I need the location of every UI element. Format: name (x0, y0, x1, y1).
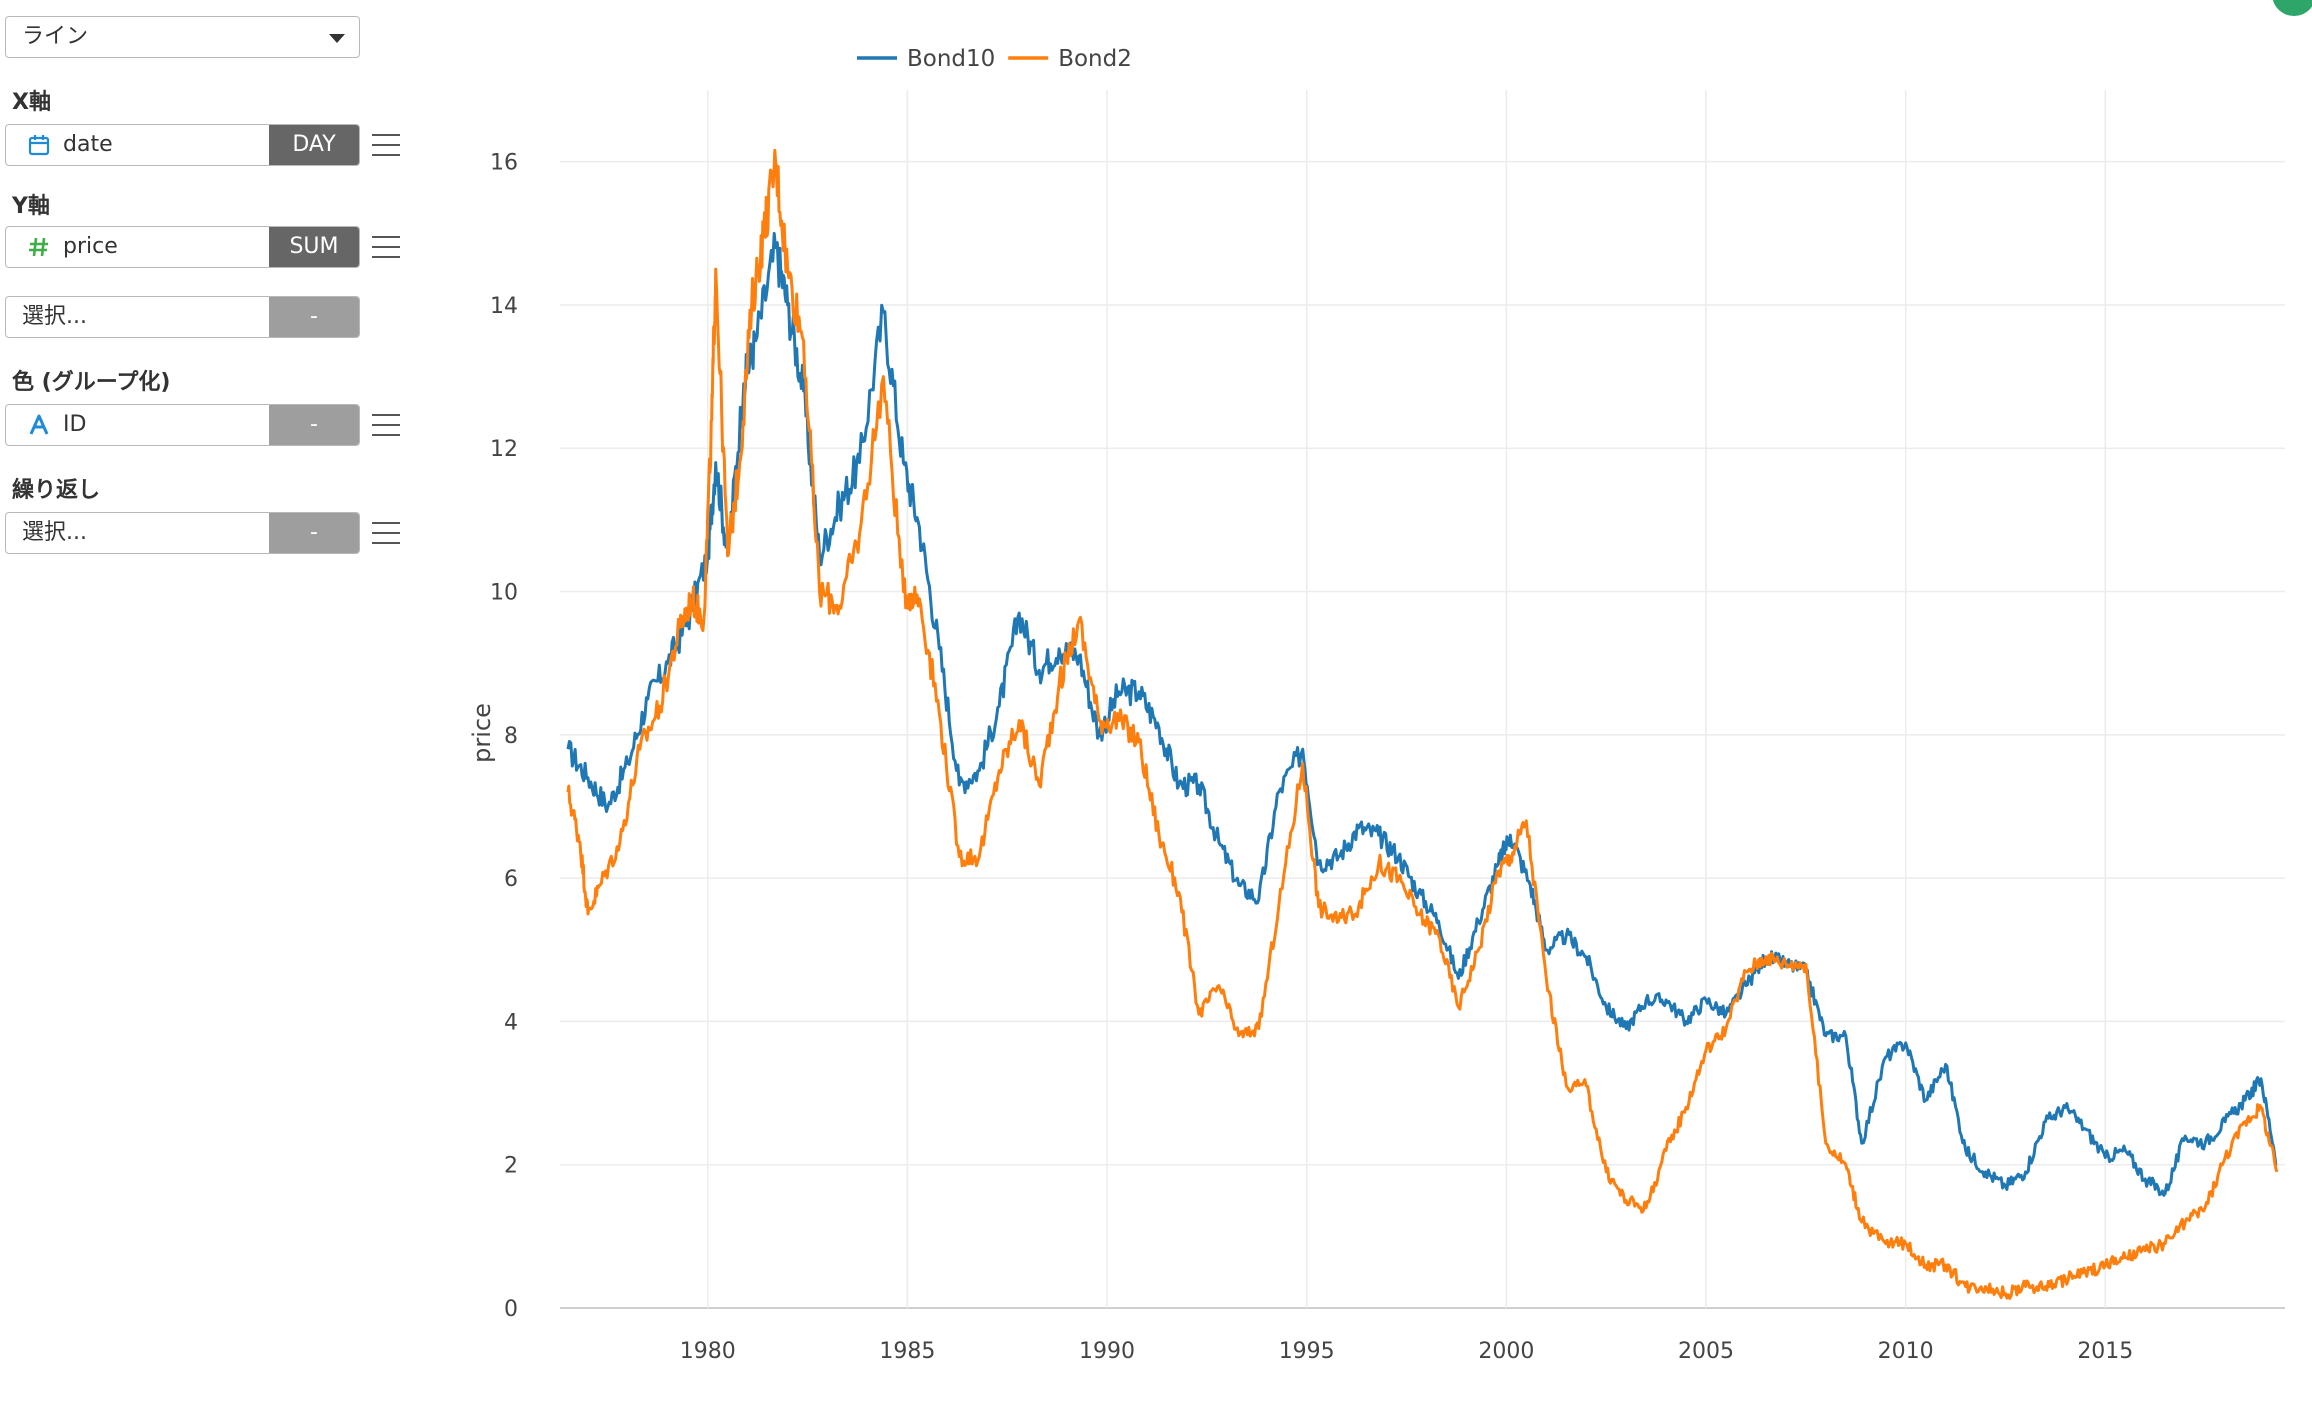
series-layer (566, 148, 2279, 1300)
y-tick-label: 6 (504, 867, 518, 892)
y-axis-title: price (468, 703, 496, 763)
y-axis-extra-field[interactable]: 選択... - (5, 296, 360, 338)
repeat-menu-icon[interactable] (372, 522, 400, 544)
y-tick-label: 0 (504, 1297, 518, 1322)
x-tick-label: 2005 (1678, 1339, 1734, 1364)
chart-type-select[interactable]: ライン (5, 16, 360, 58)
x-tick-label: 1980 (680, 1339, 736, 1364)
x-axis-field[interactable]: date DAY (5, 124, 360, 166)
y-tick-label: 16 (490, 151, 518, 176)
y-axis-label: Y軸 (12, 194, 50, 219)
number-hash-icon (24, 227, 54, 267)
color-group-menu-icon[interactable] (372, 414, 400, 436)
x-tick-label: 1990 (1079, 1339, 1135, 1364)
y-axis-extra-placeholder: 選択... (22, 304, 87, 329)
y-tick-label: 14 (490, 294, 518, 319)
y-tick-label: 10 (490, 581, 518, 606)
y-tick-label: 2 (504, 1154, 518, 1179)
x-tick-label: 2000 (1478, 1339, 1534, 1364)
x-axis-agg-button[interactable]: DAY (269, 125, 359, 165)
x-axis-field-name: date (63, 132, 113, 157)
color-group-field[interactable]: ID - (5, 404, 360, 446)
y-axis-field-name: price (63, 234, 118, 259)
sidebar: ライン X軸 date DAY Y軸 price (0, 0, 440, 1420)
series-line-bond2 (566, 148, 2279, 1300)
line-chart: 0 2 4 6 8 10 12 14 16 1980 1985 1990 1995 2000 2005 201… (440, 0, 2312, 1420)
grid-layer (560, 90, 2285, 1309)
x-tick-label: 2015 (2077, 1339, 2133, 1364)
repeat-field[interactable]: 選択... - (5, 512, 360, 554)
chevron-down-icon (329, 34, 345, 43)
x-tick-label: 2010 (1878, 1339, 1934, 1364)
y-axis-field[interactable]: price SUM (5, 226, 360, 268)
chart-canvas: 0 2 4 6 8 10 12 14 16 1980 1985 1990 1995 2000 2005 201… (468, 46, 2285, 1364)
color-group-label: 色 (グループ化) (12, 370, 171, 395)
chart-type-value: ライン (22, 24, 89, 49)
status-indicator[interactable] (2272, 0, 2312, 16)
calendar-icon (24, 125, 54, 165)
series-line-bond10 (566, 231, 2278, 1197)
color-group-field-name: ID (63, 412, 87, 437)
repeat-agg-button[interactable]: - (269, 513, 359, 553)
y-axis-menu-icon[interactable] (372, 236, 400, 258)
repeat-placeholder: 選択... (22, 520, 87, 545)
x-axis-menu-icon[interactable] (372, 134, 400, 156)
legend[interactable]: Bond10 Bond2 (857, 46, 1132, 72)
x-axis-label: X軸 (12, 90, 51, 115)
y-tick-label: 4 (504, 1010, 518, 1035)
legend-label-bond10[interactable]: Bond10 (907, 46, 995, 72)
x-tick-label: 1985 (879, 1339, 935, 1364)
y-axis-agg-button[interactable]: SUM (269, 227, 359, 267)
text-type-icon (24, 405, 54, 445)
y-tick-label: 8 (504, 724, 518, 749)
color-group-agg-button[interactable]: - (269, 405, 359, 445)
legend-label-bond2[interactable]: Bond2 (1058, 46, 1132, 72)
x-tick-label: 1995 (1279, 1339, 1335, 1364)
y-axis-extra-agg-button[interactable]: - (269, 297, 359, 337)
repeat-label: 繰り返し (12, 478, 101, 503)
axis-layer: 0 2 4 6 8 10 12 14 16 1980 1985 1990 1995 2000 2005 201… (490, 151, 2133, 1364)
y-tick-label: 12 (490, 437, 518, 462)
